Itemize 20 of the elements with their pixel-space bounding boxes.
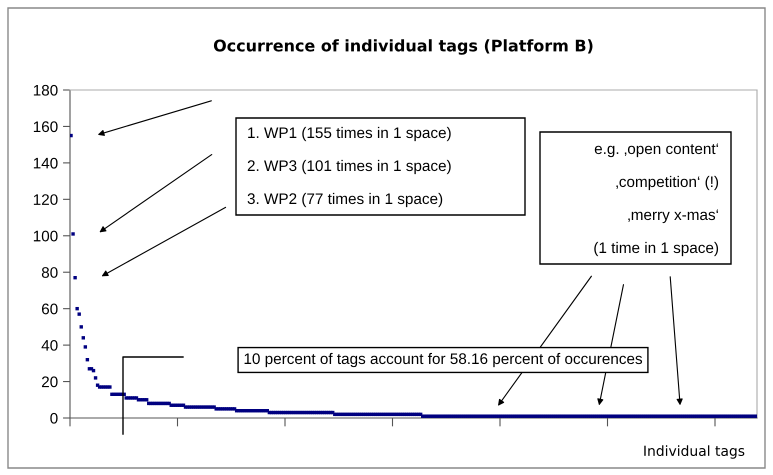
y-tick-label: 40 — [42, 340, 58, 351]
y-tick-label: 100 — [34, 230, 58, 242]
y-tick-label: 160 — [34, 121, 58, 132]
x-axis-title: Individual tags — [644, 445, 744, 459]
y-tick-label: 60 — [42, 304, 58, 314]
y-tick-label: 80 — [42, 267, 58, 278]
annotation: ‚competition‘ (!) — [616, 176, 718, 190]
y-tick-label: 140 — [34, 158, 58, 169]
annotation: 1. WP1 (155 times in 1 space) — [248, 126, 451, 142]
annotation: 10 percent of tags account for 58.16 percent of occurences — [244, 352, 642, 368]
annotation: e.g. ‚open content‘ — [594, 143, 718, 158]
y-tick-label: 120 — [34, 194, 58, 206]
chart-title: Occurrence of individual tags (Platform B) — [214, 39, 592, 55]
annotation: 3. WP2 (77 times in 1 space) — [248, 192, 442, 208]
annotation: 2. WP3 (101 times in 1 space) — [248, 160, 451, 174]
annotation: ‚merry x-mas‘ — [628, 209, 718, 224]
annotation: (1 time in 1 space) — [594, 242, 718, 256]
y-tick-label: 180 — [34, 84, 58, 96]
y-tick-label: 0 — [50, 412, 58, 424]
y-tick-label: 20 — [42, 376, 58, 388]
